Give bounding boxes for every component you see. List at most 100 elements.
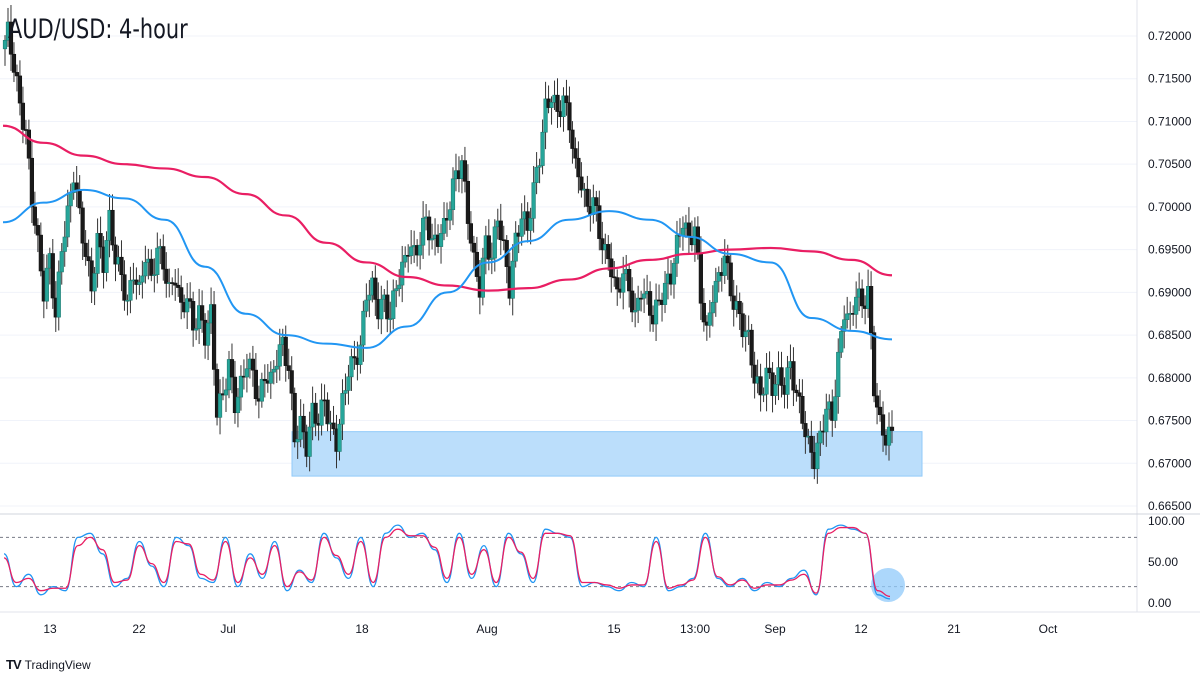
candle-down: [606, 244, 611, 260]
price-gridlines: [0, 35, 1137, 507]
candle-up: [235, 396, 241, 414]
candle-up: [277, 344, 282, 367]
candle-up: [155, 247, 160, 275]
candle-up: [429, 238, 435, 241]
candle-up: [140, 275, 145, 283]
candle-up: [815, 442, 820, 470]
candle-down: [176, 284, 181, 288]
candle-down: [229, 359, 235, 378]
candle-down: [701, 302, 706, 323]
price-tick-label: 0.68000: [1148, 371, 1192, 385]
candle-down: [164, 268, 169, 284]
time-tick-label: 13: [43, 622, 57, 636]
candle-down: [38, 234, 43, 272]
candle-down: [874, 395, 880, 408]
candle-up: [346, 376, 351, 391]
candle-down: [486, 235, 491, 260]
candle-down: [352, 356, 357, 359]
candle-down: [113, 244, 118, 265]
candle-down: [498, 220, 503, 241]
candle-up: [886, 426, 892, 446]
candle-down: [98, 233, 103, 248]
candle-up: [534, 166, 539, 183]
candle-up: [394, 288, 399, 292]
candle-down: [301, 415, 306, 433]
candle-down: [86, 256, 91, 262]
candle-up: [713, 280, 718, 303]
price-tick-label: 0.69500: [1148, 243, 1192, 257]
candle-down: [211, 304, 217, 370]
candle-up: [707, 312, 712, 326]
candle-down: [35, 225, 40, 236]
candle-down: [647, 291, 653, 316]
candle-up: [65, 205, 70, 238]
stochastic-axis[interactable]: 100.00 50.00 0.00: [1148, 514, 1185, 610]
candle-down: [250, 358, 255, 371]
candle-down: [173, 282, 178, 286]
candle-up: [621, 273, 626, 293]
candle-up: [492, 226, 497, 259]
candle-up: [295, 439, 300, 443]
candle-down: [860, 288, 865, 307]
candle-up: [842, 319, 847, 332]
candle-down: [471, 242, 476, 253]
candle-down: [809, 435, 814, 453]
candle-up: [358, 344, 363, 365]
candle-up: [307, 426, 312, 457]
time-tick-label: 21: [947, 622, 961, 636]
candle-up: [785, 367, 790, 395]
candle-down: [794, 389, 799, 394]
candle-up: [185, 298, 190, 313]
time-tick-label: Sep: [764, 622, 786, 636]
stoch-tick-label: 100.00: [1148, 514, 1185, 528]
time-tick-label: 15: [607, 622, 621, 636]
candle-down: [188, 298, 193, 302]
candle-up: [95, 233, 100, 274]
candle-up: [194, 328, 199, 331]
candlesticks: [2, 5, 895, 484]
candle-up: [349, 356, 354, 378]
candle-down: [17, 75, 23, 104]
candle-down: [8, 21, 14, 55]
candle-up: [259, 378, 264, 402]
candle-down: [725, 255, 730, 264]
candle-down: [567, 102, 572, 131]
candle-down: [579, 176, 584, 191]
candle-up: [537, 165, 542, 168]
price-tick-label: 0.68500: [1148, 328, 1192, 342]
candle-up: [68, 192, 73, 207]
candle-down: [597, 205, 602, 239]
candle-down: [630, 290, 635, 313]
candle-up: [319, 399, 324, 426]
candle-down: [767, 367, 772, 374]
candle-down: [627, 269, 632, 292]
candle-down: [740, 313, 745, 338]
candle-down: [26, 129, 31, 159]
candle-down: [752, 364, 757, 384]
candle-down: [779, 367, 784, 386]
tradingview-logo[interactable]: TV TradingView: [6, 657, 91, 672]
candle-down: [325, 399, 330, 425]
candle-up: [137, 281, 142, 285]
candle-up: [244, 368, 250, 378]
candle-up: [403, 254, 408, 263]
tradingview-logo-text: TradingView: [24, 657, 91, 672]
price-axis[interactable]: 0.72000 0.71500 0.71000 0.70500 0.70000 0.695…: [1148, 29, 1192, 513]
candle-up: [62, 236, 67, 252]
candle-down: [797, 392, 802, 397]
time-axis[interactable]: 13 22 Jul 18 Aug 15 13:00 Sep 12 21 Oct: [43, 622, 1058, 636]
candle-down: [50, 253, 55, 299]
candle-up: [833, 396, 838, 421]
chart-title: AUD/USD: 4-hour: [8, 14, 188, 45]
candle-up: [125, 299, 130, 302]
time-tick-label: 22: [132, 622, 146, 636]
candle-up: [636, 297, 641, 311]
candle-up: [274, 365, 279, 370]
candle-up: [489, 257, 494, 260]
price-tick-label: 0.71000: [1148, 114, 1192, 128]
candle-down: [749, 329, 754, 366]
candle-down: [373, 277, 378, 300]
candle-up: [528, 218, 533, 231]
candle-down: [791, 361, 796, 391]
